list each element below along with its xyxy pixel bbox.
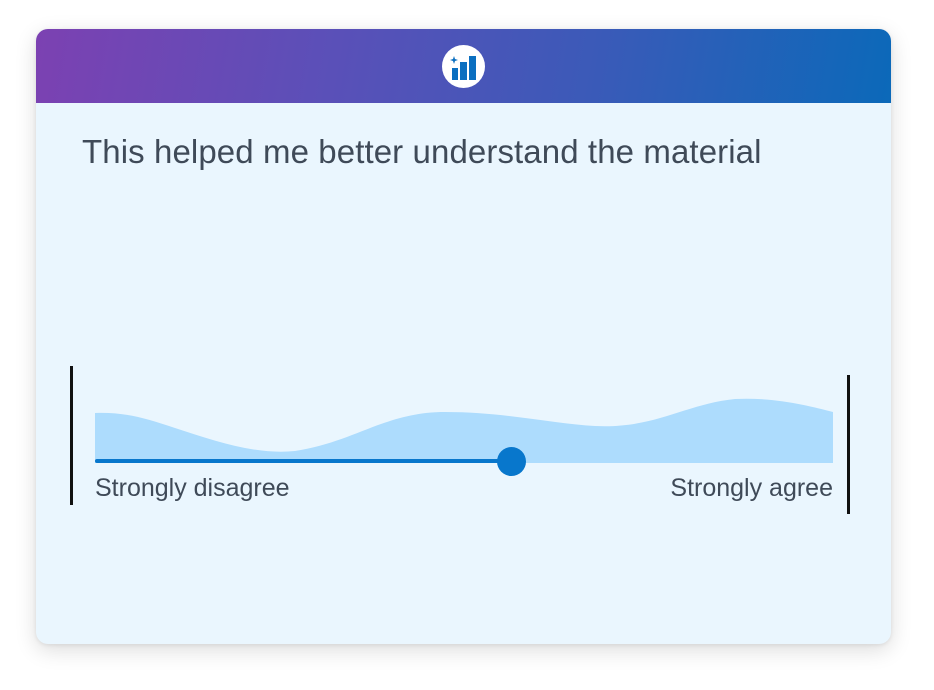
scale-min-label: Strongly disagree bbox=[95, 474, 290, 502]
scale-right-endcap bbox=[847, 375, 850, 514]
scale-left-endcap bbox=[70, 366, 73, 505]
scale-max-label: Strongly agree bbox=[670, 474, 833, 502]
slider-track-filled bbox=[95, 459, 512, 463]
bar-chart-sparkle-icon bbox=[442, 45, 485, 88]
question-text: This helped me better understand the mat… bbox=[82, 133, 762, 170]
card-header bbox=[36, 29, 891, 103]
survey-card: This helped me better understand the mat… bbox=[36, 29, 891, 644]
response-distribution bbox=[95, 398, 833, 463]
slider-thumb[interactable] bbox=[497, 447, 527, 476]
agreement-scale: Strongly disagree Strongly agree bbox=[36, 29, 891, 644]
